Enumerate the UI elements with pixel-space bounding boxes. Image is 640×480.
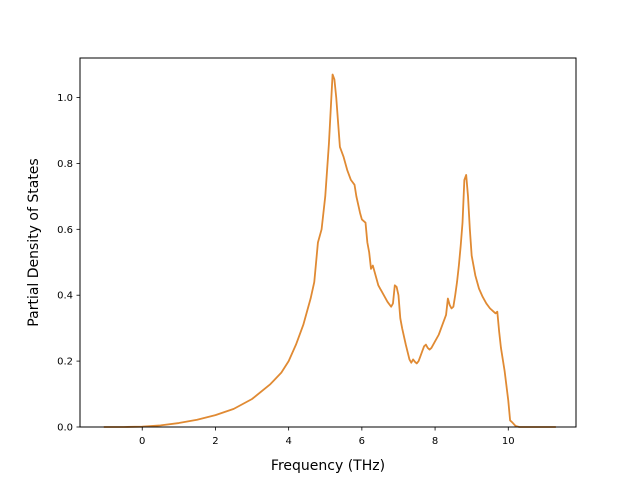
- y-tick-label: 0.0: [57, 423, 73, 434]
- y-tick-label: 0.8: [57, 159, 73, 170]
- y-tick-label: 0.2: [57, 357, 73, 368]
- x-axis-ticks: 0 2 4 6 8 10: [139, 427, 515, 447]
- x-tick-label: 6: [359, 436, 365, 447]
- x-tick-label: 8: [432, 436, 438, 447]
- x-tick-label: 10: [502, 436, 515, 447]
- y-tick-label: 0.6: [57, 225, 73, 236]
- x-axis-label: Frequency (THz): [271, 458, 385, 474]
- y-axis-ticks: 0.0 0.2 0.4 0.6 0.8 1.0: [57, 93, 80, 434]
- series-line-0: [103, 73, 556, 428]
- y-tick-label: 0.4: [57, 291, 73, 302]
- plot-area: [79, 57, 577, 428]
- y-tick-label: 1.0: [57, 93, 73, 104]
- axes-frame: [79, 57, 577, 428]
- x-tick-label: 2: [212, 436, 218, 447]
- x-tick-label: 0: [139, 436, 145, 447]
- x-tick-label: 4: [285, 436, 291, 447]
- y-axis-label: Partial Density of States: [26, 158, 42, 326]
- plot-frame: [80, 58, 576, 427]
- series-layer: [103, 73, 556, 428]
